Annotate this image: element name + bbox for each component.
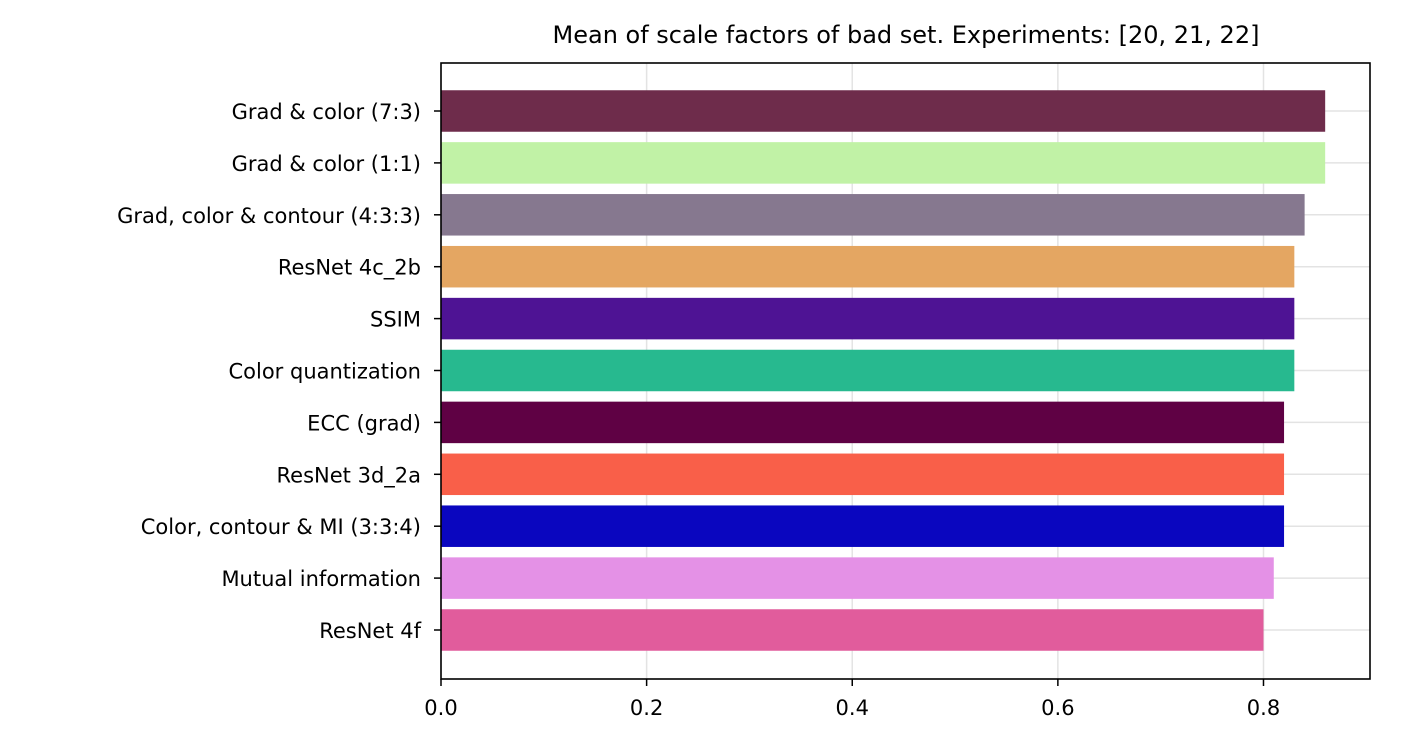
- x-tick-label: 0.0: [424, 696, 457, 720]
- bar: [441, 505, 1285, 547]
- y-tick-label: ResNet 3d_2a: [277, 463, 421, 488]
- y-tick-label: SSIM: [370, 308, 421, 332]
- x-tick-label: 0.4: [836, 696, 869, 720]
- bar: [441, 557, 1274, 599]
- bar: [441, 401, 1285, 444]
- bar: [441, 90, 1326, 132]
- x-tick-label: 0.6: [1041, 696, 1074, 720]
- x-tick-label: 0.2: [630, 696, 663, 720]
- y-axis-ticks: Grad & color (7:3) Grad & color (1:1) Grad…: [117, 100, 441, 643]
- bar: [441, 453, 1285, 496]
- bar: [441, 349, 1295, 392]
- bar: [441, 609, 1264, 651]
- bars: [441, 90, 1326, 651]
- y-tick-label: Mutual information: [221, 567, 421, 591]
- bar: [441, 142, 1326, 184]
- y-tick-label: Grad & color (1:1): [232, 152, 421, 176]
- y-tick-label: ResNet 4c_2b: [278, 256, 421, 281]
- y-tick-label: ECC (grad): [307, 411, 421, 435]
- y-tick-label: Grad, color & contour (4:3:3): [117, 204, 421, 228]
- bar: [441, 245, 1295, 288]
- chart-title: Mean of scale factors of bad set. Experi…: [553, 21, 1260, 49]
- y-tick-label: Grad & color (7:3): [232, 100, 421, 124]
- y-tick-label: Color, contour & MI (3:3:4): [141, 515, 421, 539]
- x-tick-label: 0.8: [1247, 696, 1280, 720]
- bar: [441, 297, 1295, 340]
- x-axis-ticks: 0.0 0.2 0.4 0.6 0.8: [424, 679, 1280, 720]
- bar: [441, 194, 1305, 236]
- y-tick-label: Color quantization: [228, 360, 421, 384]
- y-tick-label: ResNet 4f: [319, 619, 421, 643]
